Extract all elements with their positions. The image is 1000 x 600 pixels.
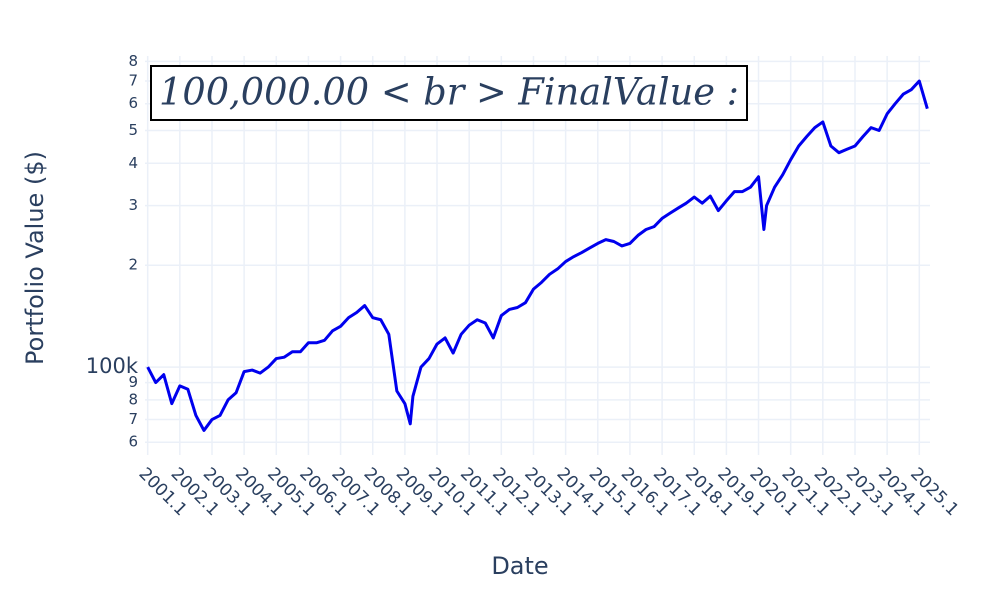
- y-tick-label: 9: [128, 373, 138, 391]
- y-tick-label: 3: [128, 196, 138, 214]
- y-tick-label: 6: [128, 94, 138, 112]
- y-tick-label: 8: [128, 390, 138, 408]
- y-axis-title: Portfolio Value ($): [21, 151, 49, 365]
- data-line: [146, 79, 929, 432]
- y-tick-label: 4: [128, 154, 138, 172]
- y-tick-label: 5: [128, 121, 138, 139]
- y-tick-label: 6: [128, 433, 138, 451]
- x-axis-title: Date: [491, 552, 548, 580]
- annotation: 100,000.00 < br > FinalValue :: [159, 71, 739, 114]
- y-tick-label: 100k: [86, 354, 139, 378]
- y-tick-label: 2: [128, 256, 138, 274]
- y-tick-label: 7: [128, 72, 138, 90]
- annotation-box: [150, 65, 748, 121]
- y-tick-label: 7: [128, 410, 138, 428]
- y-tick-label: 8: [128, 52, 138, 70]
